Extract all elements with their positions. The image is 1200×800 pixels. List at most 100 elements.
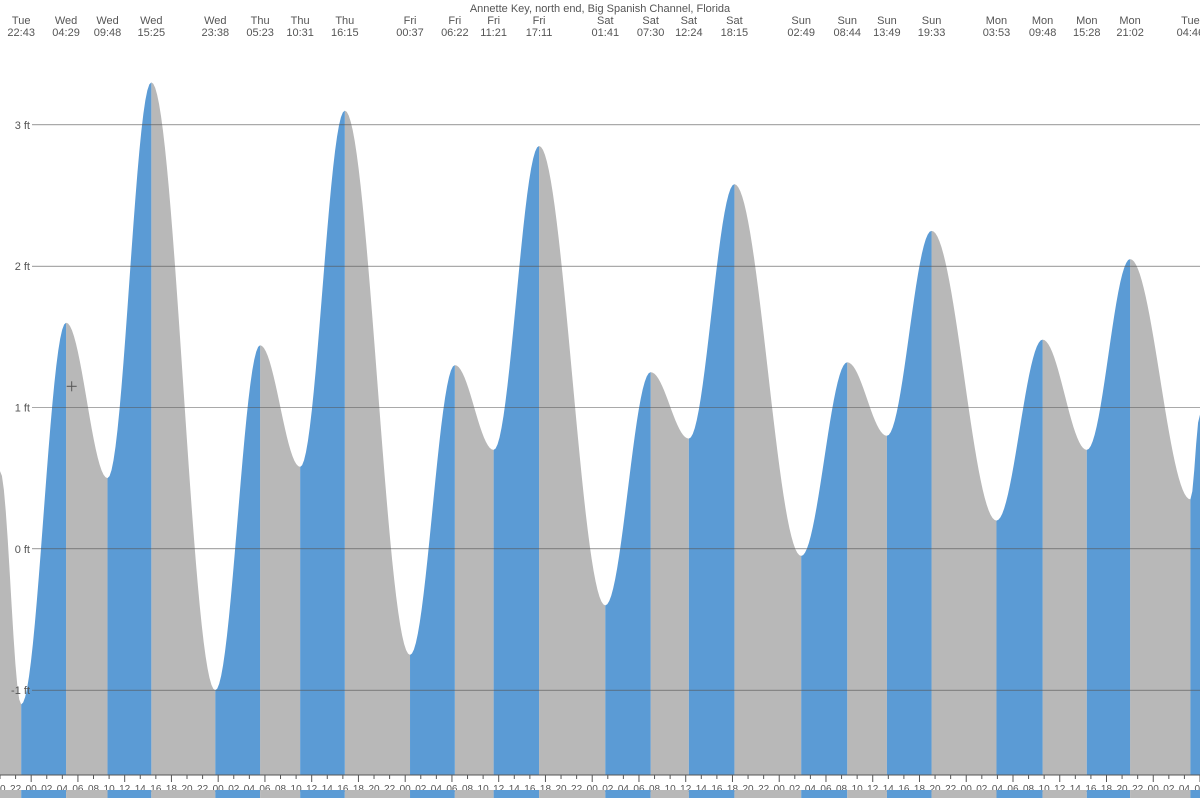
tide-falling-segment (0, 471, 21, 775)
tide-rising-segment (689, 184, 735, 775)
tide-falling-segment (345, 111, 410, 775)
tide-rising-segment (300, 111, 345, 775)
tide-falling-segment (539, 146, 605, 775)
y-tick-label: 0 ft (15, 544, 30, 556)
bottom-band-segment (539, 790, 605, 798)
header-time-label: 19:33 (918, 27, 946, 39)
header-time-label: 03:53 (983, 27, 1011, 39)
header-time-label: 07:30 (637, 27, 665, 39)
bottom-band-segment (689, 790, 735, 798)
header-time-label: 04:46 (1177, 27, 1200, 39)
bottom-band-segment (345, 790, 410, 798)
tide-rising-segment (801, 362, 847, 775)
bottom-band-segment (260, 790, 300, 798)
bottom-band-segment (108, 790, 152, 798)
header-day-label: Mon (1076, 15, 1097, 27)
tide-falling-segment (651, 372, 689, 775)
header-day-label: Fri (487, 15, 500, 27)
bottom-band-segment (1130, 790, 1190, 798)
header-day-label: Sat (681, 15, 698, 27)
header-time-label: 23:38 (202, 27, 230, 39)
bottom-band-segment (410, 790, 455, 798)
header-day-label: Sat (726, 15, 743, 27)
header-time-label: 22:43 (7, 27, 35, 39)
header-day-label: Wed (55, 15, 77, 27)
header-day-label: Fri (404, 15, 417, 27)
header-day-label: Tue (1181, 15, 1200, 27)
header-day-label: Tue (12, 15, 31, 27)
bottom-band-segment (1190, 790, 1200, 798)
bottom-band-segment (455, 790, 494, 798)
header-day-label: Thu (291, 15, 310, 27)
header-time-label: 18:15 (721, 27, 749, 39)
tide-falling-segment (932, 231, 997, 775)
tide-falling-segment (734, 184, 801, 775)
header-labels: Tue22:43Wed04:29Wed09:48Wed15:25Wed23:38… (7, 15, 1200, 39)
header-day-label: Sun (922, 15, 942, 27)
y-tick-label: 2 ft (15, 261, 30, 273)
y-tick-label: 3 ft (15, 120, 30, 132)
bottom-band-segment (300, 790, 345, 798)
header-time-label: 21:02 (1116, 27, 1144, 39)
tide-falling-segment (455, 365, 494, 775)
header-time-label: 06:22 (441, 27, 469, 39)
header-day-label: Wed (140, 15, 162, 27)
header-day-label: Fri (448, 15, 461, 27)
header-day-label: Sun (837, 15, 857, 27)
header-time-label: 08:44 (833, 27, 861, 39)
bottom-band-segment (1087, 790, 1130, 798)
bottom-band-segment (605, 790, 650, 798)
tide-rising-segment (1190, 415, 1200, 775)
tide-rising-segment (494, 146, 539, 775)
bottom-band-segment (0, 790, 21, 798)
bottom-band-segment (21, 790, 66, 798)
tide-areas (0, 82, 1200, 775)
header-day-label: Sun (791, 15, 811, 27)
header-time-label: 12:24 (675, 27, 703, 39)
bottom-band-segment (932, 790, 997, 798)
tide-falling-segment (1130, 259, 1190, 775)
header-time-label: 16:15 (331, 27, 359, 39)
header-time-label: 05:23 (246, 27, 274, 39)
header-day-label: Wed (96, 15, 118, 27)
bottom-band (0, 790, 1200, 798)
tide-chart: -1 ft 0 ft 1 ft 2 ft 3 ft Annette Key, north … (0, 0, 1200, 800)
bottom-band-segment (734, 790, 801, 798)
header-time-label: 09:48 (1029, 27, 1057, 39)
header-day-label: Sun (877, 15, 897, 27)
tide-rising-segment (215, 345, 260, 775)
tide-rising-segment (605, 372, 650, 775)
bottom-band-segment (66, 790, 107, 798)
tide-falling-segment (151, 82, 215, 775)
y-tick-label: 1 ft (15, 403, 30, 415)
tide-falling-segment (847, 362, 887, 775)
bottom-band-segment (847, 790, 887, 798)
header-day-label: Sat (597, 15, 614, 27)
y-tick-label: -1 ft (11, 685, 30, 697)
header-time-label: 00:37 (396, 27, 424, 39)
header-day-label: Wed (204, 15, 226, 27)
bottom-band-segment (494, 790, 539, 798)
header-day-label: Mon (1032, 15, 1053, 27)
chart-title: Annette Key, north end, Big Spanish Chan… (470, 3, 731, 15)
header-day-label: Thu (335, 15, 354, 27)
tide-falling-segment (1043, 340, 1087, 775)
header-time-label: 02:49 (787, 27, 815, 39)
header-day-label: Thu (251, 15, 270, 27)
header-time-label: 11:21 (480, 27, 507, 39)
tide-falling-segment (260, 345, 300, 775)
header-time-label: 15:25 (138, 27, 166, 39)
tide-rising-segment (108, 82, 152, 775)
bottom-band-segment (1043, 790, 1087, 798)
tide-rising-segment (1087, 259, 1130, 775)
header-time-label: 10:31 (286, 27, 314, 39)
tide-rising-segment (996, 340, 1042, 775)
header-time-label: 13:49 (873, 27, 901, 39)
header-time-label: 04:29 (52, 27, 80, 39)
bottom-band-segment (651, 790, 689, 798)
bottom-band-segment (151, 790, 215, 798)
bottom-band-segment (215, 790, 260, 798)
header-time-label: 09:48 (94, 27, 122, 39)
header-time-label: 15:28 (1073, 27, 1101, 39)
bottom-band-segment (801, 790, 847, 798)
